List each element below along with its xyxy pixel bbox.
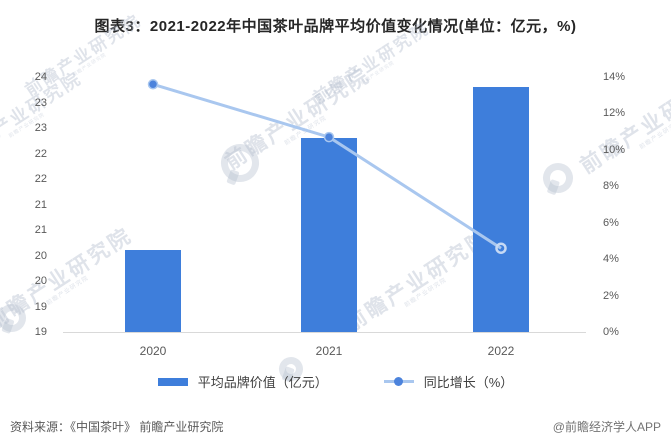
left-axis-tick: 20 [34,275,47,287]
legend-bar-swatch [157,377,188,386]
right-axis-tick: 6% [603,216,619,229]
right-axis-tick: 14% [603,71,626,83]
right-axis-tick: 12% [603,107,626,120]
left-axis-tick: 23 [34,122,47,134]
left-axis-tick: 20 [34,249,47,262]
left-axis-tick: 19 [34,326,47,338]
bar-2021 [301,138,357,332]
left-axis-tick: 21 [34,198,47,211]
right-axis-tick: 8% [603,180,619,193]
line-marker-2020 [147,79,159,90]
x-axis-line [63,332,586,333]
line-marker-2022 [495,242,507,254]
left-axis-tick: 23 [34,96,47,109]
x-axis-label: 2020 [139,344,167,358]
right-axis-tick: 4% [603,253,619,266]
left-axis-tick: 22 [34,173,47,185]
right-axis-tick: 2% [603,289,619,302]
left-axis-tick: 22 [34,147,47,160]
left-axis-tick: 21 [34,224,47,236]
source-text: 资料来源：《中国茶叶》 前瞻产业研究院 [10,420,224,434]
chart-title: 图表3：2021-2022年中国茶叶品牌平均价值变化情况(单位：亿元，%) [94,18,577,35]
legend-line-label: 同比增长（%） [423,375,514,390]
growth-line [152,82,502,250]
legend-line-marker-icon [393,377,403,386]
legend-line-swatch [383,377,414,386]
x-axis-label: 2021 [315,344,343,358]
line-marker-2021 [323,131,335,143]
right-axis-tick: 10% [603,143,626,156]
legend: 平均品牌价值（亿元） 同比增长（%） [0,372,671,391]
bar-2022 [473,87,529,332]
x-axis-label: 2022 [487,344,515,358]
legend-bar-label: 平均品牌价值（亿元） [197,375,328,390]
footer: 资料来源：《中国茶叶》 前瞻产业研究院 @前瞻经济学人APP [0,418,671,435]
right-axis-tick: 0% [603,326,619,338]
app-attribution: @前瞻经济学人APP [552,420,661,434]
left-axis-tick: 24 [34,71,47,83]
bar-2020 [125,250,181,332]
left-axis-tick: 19 [34,300,47,313]
